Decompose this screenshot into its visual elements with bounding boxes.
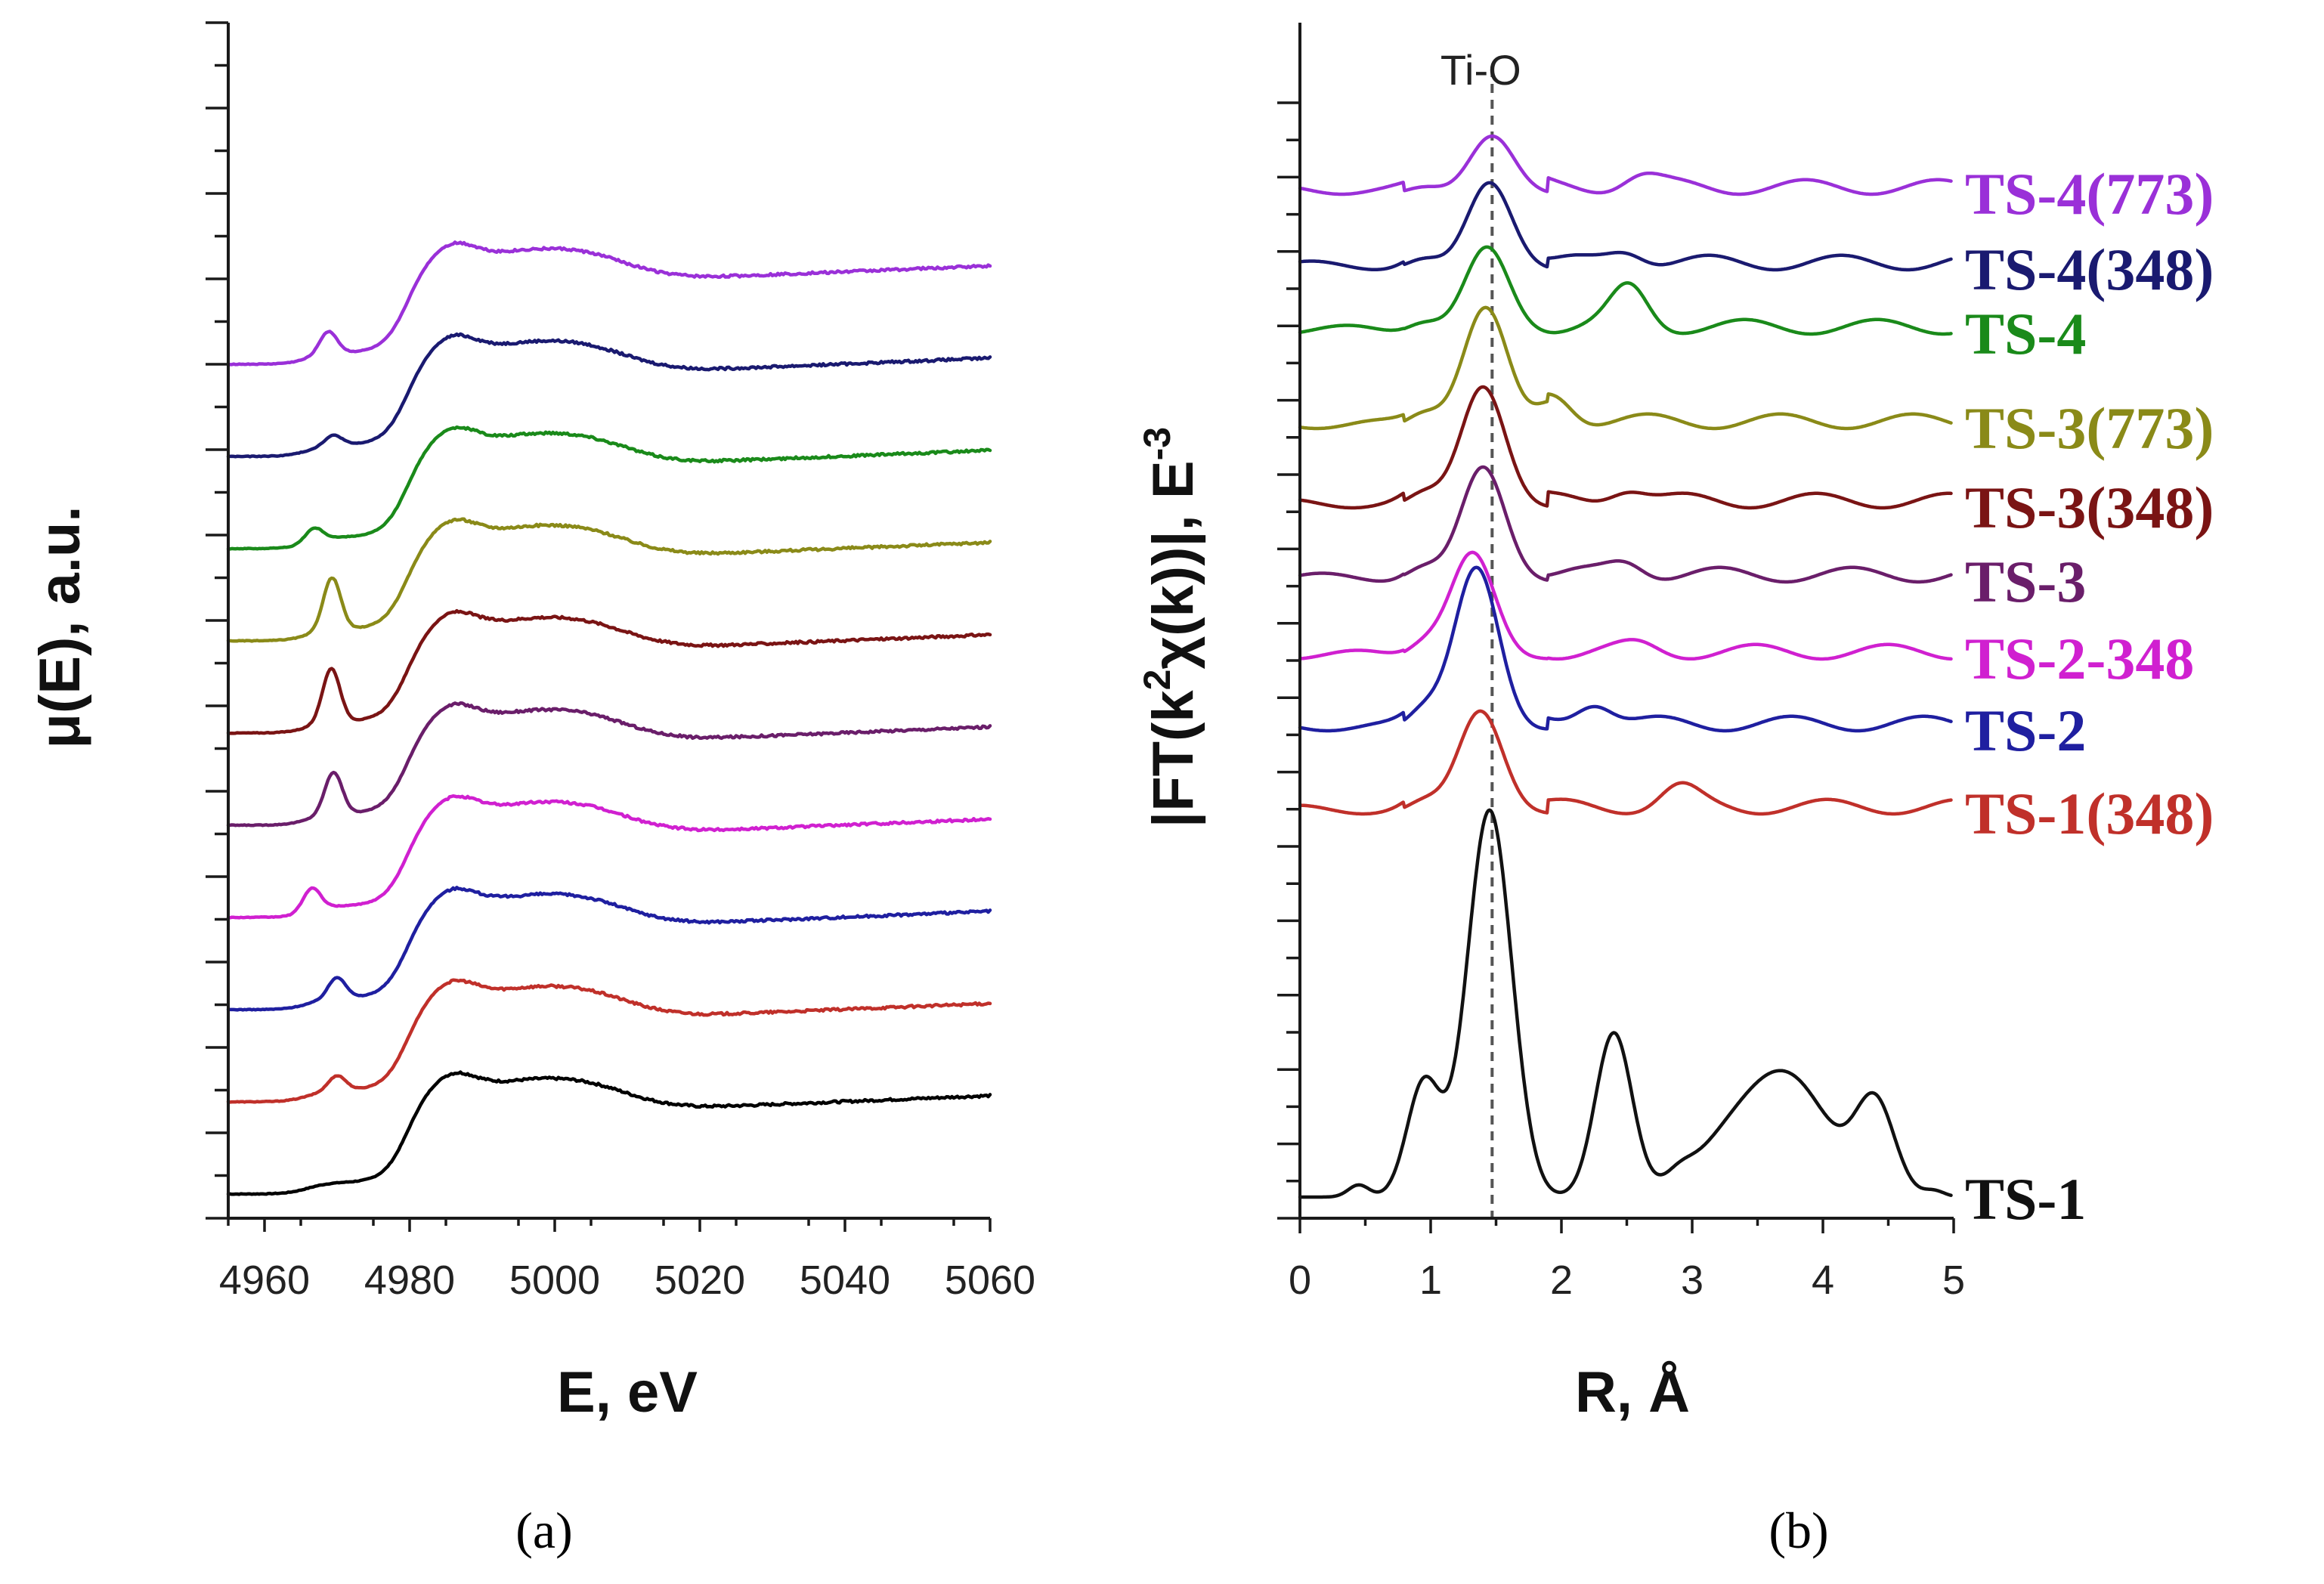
panel-a-curves [226,240,992,1196]
series-label-ts-2: TS-2 [1965,698,2086,763]
ti-o-annotation: Ti-O [1441,46,1521,94]
x-tick-label-5020: 5020 [654,1258,745,1303]
ft-curve-ts-2 [1298,565,1953,733]
panel-b-series-labels: TS-1 TS-1(348) TS-2 TS-2-348 TS-3 TS-3(348) TS… [1965,161,2214,1232]
x-tick-label-4: 4 [1812,1258,1834,1303]
ft-curve-ts-1-348- [1298,709,1953,816]
xanes-curve-6 [226,608,992,735]
series-label-ts-3-773-: TS-3(773) [1965,395,2214,461]
xanes-curve-8 [226,425,992,551]
panel-b-label: (b) [1769,1502,1828,1559]
series-label-ts-4-773-: TS-4(773) [1965,161,2214,227]
xanes-curve-4 [226,794,992,920]
xanes-curve-2 [226,978,992,1104]
ft-curve-ts-4 [1298,245,1953,336]
panel-a-y-ticks [206,21,228,1220]
series-label-ts-2-348: TS-2-348 [1965,626,2194,691]
x-tick-label-0: 0 [1289,1258,1311,1303]
series-label-ts-1-348-: TS-1(348) [1965,781,2214,846]
xanes-curve-7 [226,517,992,643]
xanes-curve-3 [226,886,992,1012]
panel-a-label: (a) [515,1502,572,1559]
xanes-curve-9 [226,332,992,459]
x-tick-label-5: 5 [1942,1258,1965,1303]
x-tick-label-4980: 4980 [364,1258,455,1303]
xanes-curve-10 [226,240,992,367]
ft-curve-ts-2-348 [1298,550,1953,661]
xanes-curve-1 [226,1070,992,1196]
series-label-ts-1: TS-1 [1965,1166,2086,1232]
panel-a-x-axis-title: E, eV [557,1360,698,1425]
series-label-ts-4-348-: TS-4(348) [1965,237,2214,302]
ft-curve-ts-1 [1298,808,1953,1199]
panel-b-ft-chart: Ti-O TS-1 TS-1(348) TS-2 TS-2-348 TS-3 TS-3(3… [1136,23,2214,1559]
series-label-ts-4: TS-4 [1965,301,2086,367]
xanes-curve-5 [226,701,992,828]
x-tick-label-5060: 5060 [945,1258,1035,1303]
panel-a-xanes-chart: 4960 4980 5000 5020 5040 5060 E, eV μ(E), a.u… [28,21,1035,1559]
ft-curve-ts-3 [1298,465,1953,584]
series-label-ts-3-348-: TS-3(348) [1965,475,2214,540]
x-tick-label-3: 3 [1681,1258,1704,1303]
x-tick-label-5000: 5000 [509,1258,600,1303]
x-tick-label-2: 2 [1550,1258,1573,1303]
ft-curve-ts-4-348- [1298,181,1953,272]
panel-a-y-axis-title: μ(E), a.u. [28,506,92,749]
panel-b-x-axis-title: R, Å [1575,1360,1690,1425]
ft-curve-ts-3-348- [1298,385,1953,510]
ft-curve-ts-3-773- [1298,305,1953,431]
x-tick-label-5040: 5040 [800,1258,890,1303]
panel-b-curves [1298,134,1953,1199]
panel-b-y-ticks [1277,101,1300,1220]
panel-a-x-ticks: 4960 4980 5000 5020 5040 5060 [219,1218,1035,1303]
x-tick-label-4960: 4960 [219,1258,310,1303]
panel-b-x-ticks: 0 1 2 3 4 5 [1289,1218,1965,1303]
ft-curve-ts-4-773- [1298,134,1953,196]
series-label-ts-3: TS-3 [1965,549,2086,614]
panel-b-y-axis-title: |FT(k2χ(k))|, E-3 [1136,427,1206,828]
x-tick-label-1: 1 [1419,1258,1442,1303]
